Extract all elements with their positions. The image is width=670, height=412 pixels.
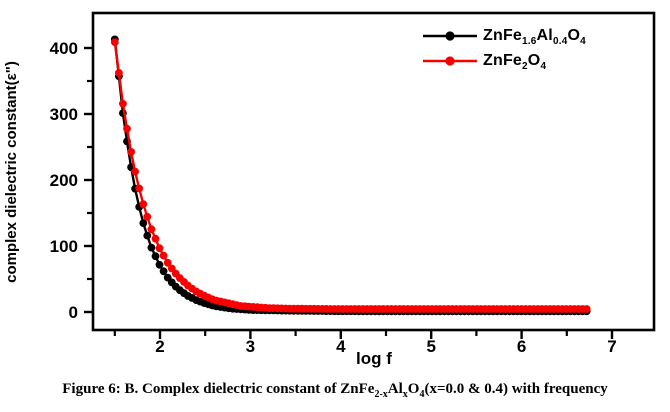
data-point-marker [147, 225, 156, 234]
data-point-marker [119, 99, 127, 108]
data-point-marker [155, 260, 164, 269]
series-line [113, 41, 587, 311]
data-point-marker [151, 234, 160, 243]
series-znfe2o4 [110, 38, 591, 313]
data-point-marker [135, 184, 144, 193]
data-point-marker [143, 212, 152, 221]
data-point-marker [159, 251, 168, 260]
data-point-marker [131, 167, 140, 176]
data-point-marker [110, 38, 119, 46]
x-tick-label: 5 [426, 337, 435, 356]
legend-item-znfe2o4: ZnFe2O4 [422, 49, 586, 73]
y-tick-label: 100 [50, 237, 78, 256]
y-tick-label: 200 [50, 171, 78, 190]
axis-ticks: 2 3 4 5 6 7 0 100 200 300 400 [50, 39, 617, 356]
data-point-marker [123, 124, 131, 133]
x-tick-label: 2 [155, 337, 164, 356]
data-point-marker [155, 244, 164, 253]
data-point-marker [163, 258, 172, 267]
y-tick-label: 300 [50, 105, 78, 124]
y-axis-label: complex dielectric constant(ε") [3, 61, 20, 283]
data-point-marker [139, 200, 148, 209]
data-point-marker [127, 148, 135, 156]
legend-label-znfe2o4: ZnFe2O4 [483, 52, 547, 73]
data-series-layer [110, 35, 591, 316]
series-znfe1.6al0.4o4 [110, 35, 591, 316]
legend: ZnFe1.6Al0.4O4 ZnFe2O4 [422, 24, 586, 73]
data-point-marker [151, 252, 160, 261]
x-tick-label: 7 [607, 337, 616, 356]
legend-marker-red-series [423, 56, 477, 66]
legend-item-znfe16al04o4: ZnFe1.6Al0.4O4 [422, 24, 586, 48]
data-point-marker [115, 69, 123, 77]
plot-border [91, 11, 656, 332]
series-line [113, 39, 587, 313]
data-point-marker [159, 267, 168, 276]
x-tick-label: 3 [246, 337, 255, 356]
data-point-marker [582, 305, 591, 313]
legend-label-znfe16al04o4: ZnFe1.6Al0.4O4 [483, 27, 586, 48]
data-point-marker [147, 243, 156, 252]
legend-marker-black-series [423, 31, 477, 41]
data-point-marker [143, 231, 152, 240]
x-tick-label: 4 [336, 337, 346, 356]
x-axis-label: log f [356, 349, 392, 368]
y-tick-label: 400 [50, 39, 78, 58]
y-tick-label: 0 [69, 303, 78, 322]
x-tick-label: 6 [517, 337, 526, 356]
figure-caption: Figure 6: B. Complex dielectric constant… [62, 381, 608, 400]
data-point-marker [139, 219, 148, 228]
